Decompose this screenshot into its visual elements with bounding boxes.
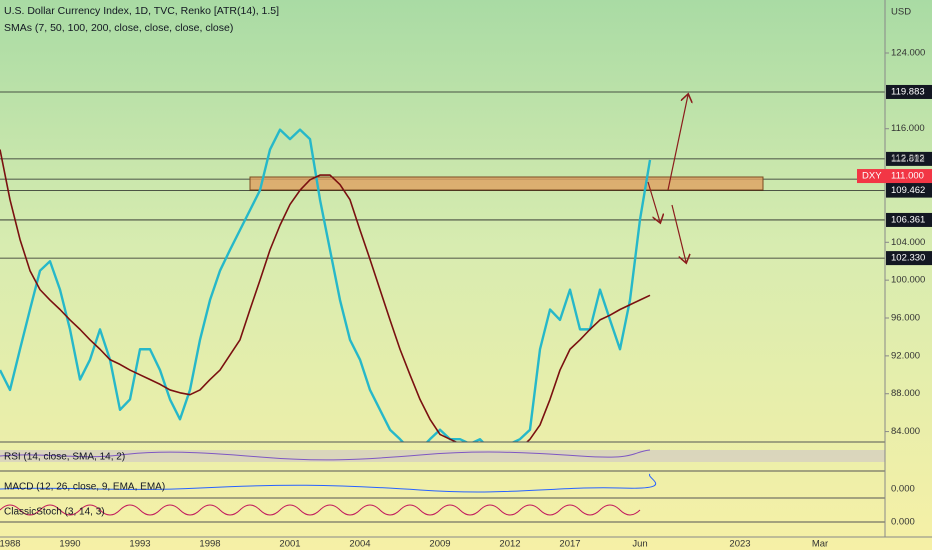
x-tick-label: 2023	[729, 539, 750, 550]
studies: SMAs (7, 50, 100, 200, close, close, clo…	[4, 22, 233, 34]
title: U.S. Dollar Currency Index, 1D, TVC, Ren…	[4, 5, 279, 17]
series-line	[0, 128, 652, 442]
x-tick-label: Mar	[812, 539, 828, 550]
rsi-line	[0, 449, 651, 461]
symbol-label: DXY	[862, 171, 882, 182]
rsi-band	[0, 450, 885, 462]
indicator-label: RSI (14, close, SMA, 14, 2)	[4, 452, 125, 463]
macd-line	[0, 473, 657, 493]
x-tick-label: 1990	[59, 539, 80, 550]
lines	[0, 128, 652, 442]
stoch-line	[0, 504, 641, 516]
price-tag	[857, 169, 932, 184]
y-tick-label: 88.000	[891, 388, 920, 399]
price-label: 111.000	[891, 171, 924, 182]
x-tick-label: 1988	[0, 539, 21, 550]
level-label: 109.462	[891, 185, 925, 196]
level-tag	[886, 151, 932, 166]
currency: USD	[891, 7, 911, 18]
x-tick-label: 2017	[559, 539, 580, 550]
high-label: 112.903	[891, 153, 925, 164]
indicator-label: ClassicStoch (3, 14, 3)	[4, 507, 105, 518]
indicator-label: MACD (12, 26, close, 9, EMA, EMA)	[4, 482, 165, 493]
y-tick-label: 92.000	[891, 350, 920, 361]
x-tick-label: 2004	[349, 539, 370, 550]
series-line	[0, 149, 651, 442]
level-label: 112.812	[891, 153, 925, 164]
arrow	[671, 204, 686, 262]
x-tick-label: 2009	[429, 539, 450, 550]
level-label: 119.883	[891, 86, 925, 97]
level-tag	[886, 183, 932, 198]
level-label: 102.330	[891, 253, 925, 264]
y-tick-label: 116.000	[891, 123, 925, 134]
x-tick-label: 1998	[199, 539, 220, 550]
y-tick-label: 96.000	[891, 313, 920, 324]
level-tag	[886, 212, 932, 227]
arrow	[647, 181, 660, 222]
level-tag	[886, 251, 932, 266]
scale-label: 0.000	[891, 517, 915, 528]
y-tick-label: 100.000	[891, 275, 925, 286]
x-tick-label: 2001	[279, 539, 300, 550]
x-tick-label: 2012	[499, 539, 520, 550]
y-tick-label: 104.000	[891, 237, 925, 248]
level-label: 106.361	[891, 214, 925, 225]
x-tick-label: 1993	[129, 539, 150, 550]
y-tick-label: 84.000	[891, 426, 920, 437]
level-tag	[886, 84, 932, 99]
y-tick-label: 124.000	[891, 48, 925, 59]
scale-label: 0.000	[891, 484, 915, 495]
x-tick-label: Jun	[632, 539, 647, 550]
zone-box	[249, 176, 764, 191]
arrow	[667, 95, 688, 191]
